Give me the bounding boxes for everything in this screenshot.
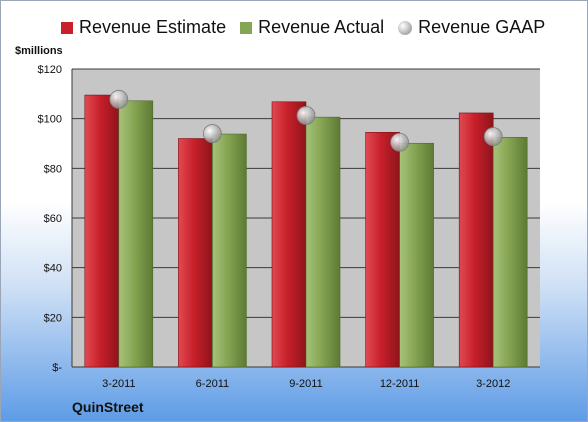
y-tick-label: $60	[44, 213, 62, 225]
marker-revenue-gaap	[390, 132, 410, 152]
y-tick-label: $-	[52, 362, 62, 374]
chart-legend: Revenue Estimate Revenue Actual Revenue …	[61, 17, 545, 38]
marker-revenue-gaap	[483, 127, 503, 146]
bar-revenue-estimate	[365, 132, 400, 368]
bar-revenue-estimate	[271, 101, 307, 368]
company-name: QuinStreet	[72, 399, 144, 415]
marker-revenue-gaap	[296, 106, 316, 125]
x-tick-label: 9-2011	[289, 378, 322, 390]
legend-label-estimate: Revenue Estimate	[79, 17, 227, 37]
bar-revenue-actual	[118, 100, 154, 368]
bar-revenue-actual	[212, 133, 247, 368]
marker-revenue-gaap	[202, 124, 222, 143]
y-tick-label: $100	[38, 114, 62, 126]
legend-marker-gaap	[398, 20, 413, 35]
y-axis-units-label: $millions	[15, 45, 63, 57]
marker-revenue-gaap	[109, 89, 129, 109]
y-tick-label: $20	[44, 312, 62, 324]
legend-item-actual: Revenue Actual	[240, 17, 384, 38]
legend-item-estimate: Revenue Estimate	[61, 17, 226, 38]
legend-swatch-actual	[240, 21, 253, 34]
y-tick-label: $80	[44, 163, 62, 175]
bar-revenue-estimate	[84, 94, 120, 368]
legend-label-gaap: Revenue GAAP	[418, 17, 546, 37]
x-tick-label: 12-2011	[380, 378, 420, 390]
bar-revenue-actual	[492, 136, 528, 368]
legend-item-gaap: Revenue GAAP	[398, 17, 545, 38]
x-tick-label: 6-2011	[196, 378, 229, 390]
legend-swatch-estimate	[61, 21, 73, 34]
bar-revenue-actual	[399, 142, 434, 368]
legend-label-actual: Revenue Actual	[258, 17, 385, 37]
bar-revenue-actual	[305, 116, 341, 368]
x-tick-label: 3-2011	[102, 378, 135, 390]
bar-revenue-estimate	[458, 112, 494, 368]
y-tick-label: $120	[38, 64, 62, 76]
bar-revenue-estimate	[178, 138, 213, 368]
x-tick-label: 3-2012	[476, 378, 510, 390]
y-tick-label: $40	[44, 263, 62, 275]
